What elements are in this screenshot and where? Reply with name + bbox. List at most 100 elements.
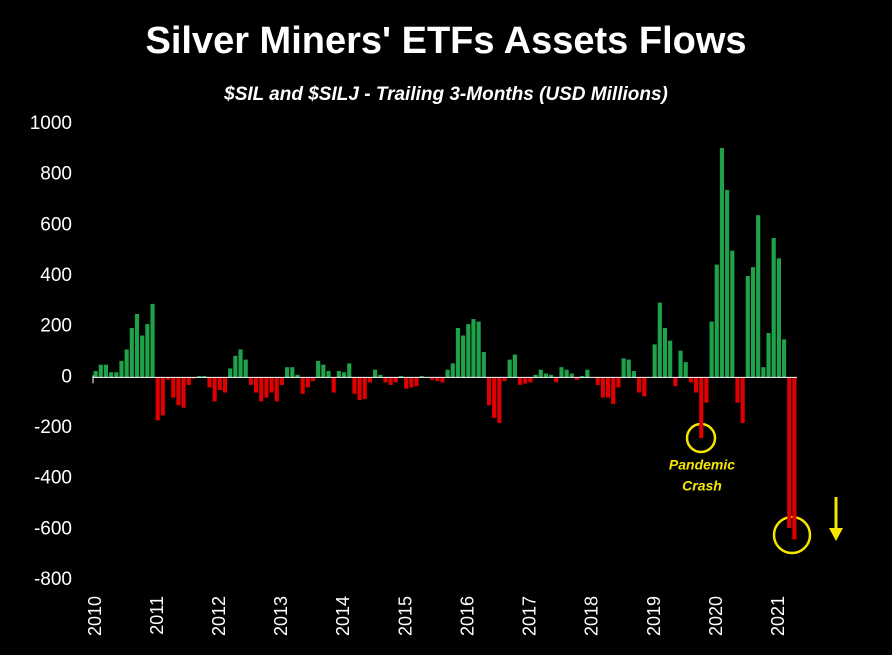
bar (248, 377, 253, 385)
bar (559, 367, 564, 378)
bar (150, 303, 155, 378)
bar (756, 215, 761, 378)
bar (305, 377, 310, 388)
bar (517, 377, 523, 385)
x-tick-label: 2015 (395, 596, 415, 636)
y-tick-label: 200 (40, 316, 72, 337)
x-tick-label: 2014 (333, 596, 353, 636)
bar (781, 339, 787, 378)
bar (714, 264, 719, 378)
bar (626, 359, 631, 378)
bar (512, 354, 517, 378)
bar (191, 377, 197, 379)
bar (398, 376, 404, 378)
bar (98, 364, 103, 378)
bar (486, 377, 492, 406)
bar (409, 377, 414, 388)
chart-subtitle: $SIL and $SILJ - Trailing 3-Months (USD … (223, 84, 668, 105)
bar (616, 377, 621, 388)
bar (564, 369, 569, 378)
bar (165, 377, 171, 380)
y-tick-label: -600 (34, 518, 72, 539)
x-tick-label: 2018 (582, 596, 602, 636)
y-tick-label: 0 (61, 366, 72, 387)
bar (103, 364, 109, 378)
chart-title: Silver Miners' ETFs Assets Flows (145, 20, 746, 62)
bar (792, 377, 797, 540)
bar (776, 258, 781, 378)
bar (455, 327, 461, 378)
bar (688, 377, 693, 383)
bar (662, 327, 668, 378)
bar (450, 363, 455, 378)
y-tick-label: -200 (34, 417, 72, 438)
bar (580, 376, 585, 378)
bar (134, 314, 140, 378)
bar (331, 377, 336, 393)
bar (233, 355, 238, 378)
bar (543, 373, 549, 378)
bar (523, 377, 528, 384)
bar (719, 148, 725, 378)
bar (600, 377, 605, 398)
bar (471, 319, 476, 378)
x-tick-label: 2016 (457, 596, 477, 636)
bar (419, 376, 424, 378)
bar (699, 377, 704, 439)
bar (461, 335, 466, 378)
bar (228, 368, 233, 378)
bar (347, 363, 352, 378)
bar (440, 377, 445, 383)
bar (274, 377, 279, 402)
bar (197, 376, 202, 378)
bar (207, 377, 212, 388)
bar (693, 377, 699, 393)
bar (657, 302, 662, 378)
bar (569, 373, 574, 378)
bar (212, 377, 217, 402)
bar (673, 377, 678, 387)
bar (259, 377, 264, 402)
annotation: Crash (682, 478, 722, 494)
y-tick-label: 400 (40, 265, 72, 286)
bar (652, 344, 657, 378)
bar (119, 360, 124, 378)
bar (611, 377, 616, 404)
annotation: Pandemic (669, 457, 735, 473)
bar (538, 369, 543, 378)
x-tick-label: 2021 (768, 596, 788, 636)
bar (605, 377, 611, 398)
bar (414, 377, 419, 387)
bar (269, 377, 274, 393)
bar (114, 372, 119, 378)
bar (140, 335, 145, 378)
bar (129, 327, 134, 378)
bar (585, 369, 590, 378)
bar (295, 374, 300, 378)
bar (761, 367, 766, 378)
bar (631, 371, 637, 378)
bar (336, 371, 341, 378)
bar (124, 349, 129, 378)
bar (300, 377, 305, 394)
y-tick-label: -400 (34, 468, 72, 489)
bar (181, 377, 186, 408)
bar (357, 377, 362, 401)
bar (621, 358, 626, 378)
bar (476, 321, 481, 378)
bar (373, 369, 378, 378)
bar (595, 377, 600, 385)
bar (217, 377, 222, 390)
bar (750, 267, 756, 378)
bar (321, 364, 326, 378)
bar (367, 377, 373, 383)
x-tick-label: 2013 (271, 596, 291, 636)
bar (171, 377, 176, 398)
bar (725, 189, 730, 378)
arrow-head (829, 528, 843, 541)
bar (253, 377, 259, 393)
y-tick-label: -800 (34, 569, 72, 590)
bar (745, 276, 750, 378)
x-tick-label: 2019 (644, 596, 664, 636)
